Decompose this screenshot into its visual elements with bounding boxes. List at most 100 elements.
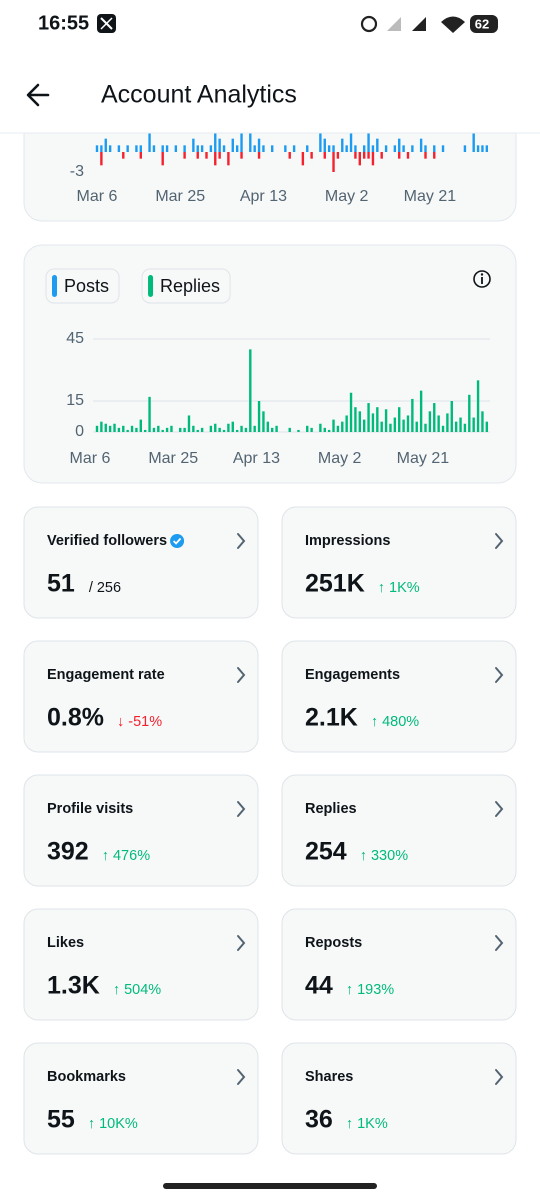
stat-value: 2.1K — [305, 704, 358, 732]
stat-card[interactable]: Verified followers 51 / 256 — [23, 506, 259, 619]
bar — [152, 427, 156, 432]
chevron — [495, 801, 504, 817]
bar — [319, 132, 322, 152]
bar — [249, 349, 252, 432]
y-tick-label: -3 — [70, 163, 84, 180]
chevron — [495, 1069, 504, 1085]
bar — [485, 421, 489, 432]
bar — [393, 417, 397, 432]
legend-item[interactable]: Posts — [45, 268, 120, 304]
y-tick-label: 45 — [66, 330, 84, 347]
bar — [196, 152, 199, 159]
bar — [104, 138, 107, 152]
bar — [481, 145, 484, 152]
x-tick-label: Mar 6 — [70, 450, 111, 467]
chevron — [237, 667, 246, 683]
bar — [113, 423, 116, 432]
stat-card[interactable]: Shares 36 ↑ 1K% — [281, 1042, 517, 1155]
stat-value: 51 — [47, 570, 75, 598]
bar — [157, 425, 160, 432]
legend-item[interactable]: Replies — [141, 268, 231, 304]
x-tick-label: Apr 13 — [240, 188, 287, 205]
bar — [240, 132, 243, 152]
bar — [275, 425, 278, 432]
stat-label: Engagement rate — [47, 667, 165, 683]
bar — [310, 152, 313, 159]
bar — [380, 152, 383, 159]
bar — [135, 145, 138, 152]
stat-card[interactable]: Likes 1.3K ↑ 504% — [23, 908, 259, 1021]
bar — [306, 145, 309, 152]
bar — [371, 413, 375, 432]
stat-change: ↑ 476% — [102, 848, 150, 864]
stat-change: ↑ 480% — [371, 714, 419, 730]
bar — [183, 427, 186, 432]
stat-card[interactable]: Engagements 2.1K ↑ 480% — [281, 640, 517, 753]
bar — [349, 132, 353, 152]
bar — [192, 425, 195, 432]
x-tick-label: Mar 25 — [148, 450, 198, 467]
content: -3 Mar 6 Mar 25 Apr 13 May 2 May 21 0 15 45 Mar 6… — [23, 59, 517, 1155]
bar — [165, 145, 169, 152]
bar — [468, 394, 471, 432]
stat-card[interactable]: Impressions 251K ↑ 1K% — [281, 506, 517, 619]
home-indicator — [163, 1183, 377, 1189]
bar — [411, 145, 414, 152]
bar — [218, 138, 221, 152]
bar — [126, 429, 129, 432]
bar — [406, 415, 410, 432]
bar — [117, 145, 121, 152]
bar — [476, 145, 480, 152]
bar — [192, 138, 195, 152]
bar — [108, 145, 112, 152]
bar — [332, 145, 335, 152]
bar — [459, 417, 462, 432]
stat-value: 251K — [305, 570, 365, 598]
stat-change: ↑ 10K% — [88, 1116, 138, 1132]
stat-card-bg — [281, 640, 517, 753]
bar — [227, 152, 230, 166]
bar — [135, 427, 138, 432]
bar — [323, 152, 326, 159]
x-app-icon — [97, 14, 116, 33]
bar — [183, 145, 186, 152]
bar — [244, 427, 248, 432]
bar — [424, 145, 427, 152]
stat-card[interactable]: Engagement rate 0.8% ↓ -51% — [23, 640, 259, 753]
bar — [148, 132, 151, 152]
stat-card[interactable]: Profile visits 392 ↑ 476% — [23, 774, 259, 887]
bar — [389, 423, 392, 432]
bar — [384, 145, 388, 152]
stat-card[interactable]: Replies 254 ↑ 330% — [281, 774, 517, 887]
bar — [257, 152, 261, 159]
bar — [472, 417, 475, 432]
verified-badge — [170, 534, 185, 548]
bar — [345, 145, 348, 152]
legend-label: Replies — [160, 276, 220, 296]
stat-card[interactable]: Reposts 44 ↑ 193% — [281, 908, 517, 1021]
bar — [165, 427, 169, 432]
back-button[interactable] — [26, 83, 50, 107]
bar — [345, 415, 348, 432]
y-tick-label: 0 — [75, 423, 84, 440]
stat-card[interactable]: Bookmarks 55 ↑ 10K% — [23, 1042, 259, 1155]
bar — [288, 152, 291, 159]
bar — [428, 411, 432, 432]
bar — [441, 145, 445, 152]
bar — [376, 407, 379, 432]
stat-label: Bookmarks — [47, 1069, 126, 1085]
bar — [214, 152, 217, 166]
legend-pill — [141, 268, 231, 304]
bar — [463, 145, 467, 152]
info-icon[interactable] — [473, 270, 491, 288]
bar — [441, 425, 445, 432]
stat-card-bg — [23, 908, 259, 1021]
bar — [433, 145, 436, 152]
bar — [139, 419, 142, 432]
stat-card-bg — [281, 1042, 517, 1155]
battery-level: 62 — [475, 16, 489, 31]
bar — [472, 132, 475, 152]
bar — [152, 145, 156, 152]
bar — [170, 425, 173, 432]
